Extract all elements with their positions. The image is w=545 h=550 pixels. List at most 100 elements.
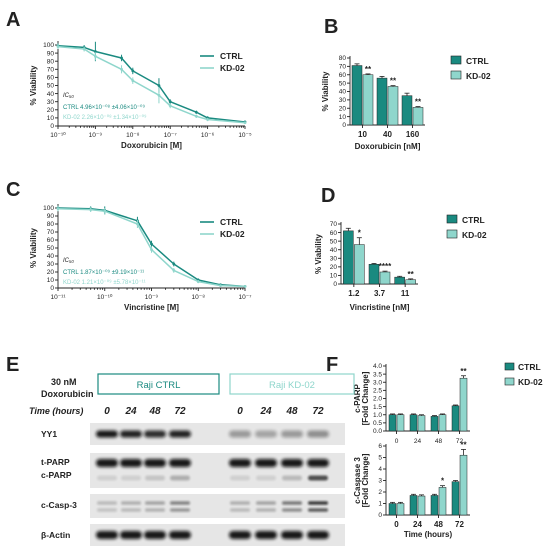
chart-f-bottom-bar-kd-02 — [417, 495, 426, 516]
chart-d-y-axis-label: % Viability — [314, 234, 323, 274]
chart-f-top-x-tick-label: 72 — [456, 438, 464, 445]
band-yy1 — [281, 430, 303, 438]
band-tparp — [307, 459, 329, 467]
band-yy1 — [307, 430, 329, 438]
chart-d-bar-kd-02 — [405, 279, 416, 285]
chart-b-significance: ** — [390, 77, 397, 86]
blot-rows: YY1 t-PARP c-PARP c-Casp-3 β-Actin — [41, 423, 345, 546]
chart-d-y-tick-label: 30 — [330, 255, 338, 262]
band-ccasp3 — [230, 501, 250, 505]
band-cparp — [145, 475, 165, 481]
blot-time-label: Time (hours) — [29, 406, 83, 416]
chart-c-point-kd-02 — [136, 222, 139, 226]
chart-d-significance: * — [358, 229, 362, 238]
chart-f-bottom-x-tick-label: 72 — [455, 520, 464, 529]
chart-f-cparp-bars: 0.00.51.01.52.02.5 3.03.54.0 0 24 48 72 ** c-PA… — [353, 363, 470, 445]
chart-f-top-bar-kd-02 — [396, 414, 405, 432]
chart-c-y-axis-label: % Viability — [29, 228, 38, 268]
chart-a-y-tick-label: 60 — [47, 75, 55, 82]
chart-c-y-tick-label: 10 — [47, 277, 55, 284]
band-yy1 — [255, 430, 277, 438]
blot-time-labels: 0 24 48 72 0 24 48 72 — [104, 406, 324, 417]
chart-d-x-tick-label: 11 — [401, 289, 410, 298]
chart-f-bottom-y-tick-label: 0 — [378, 512, 382, 519]
panel-label-b: B — [324, 16, 338, 38]
band-ccasp3 — [121, 508, 141, 512]
chart-c-y-tick-label: 70 — [47, 229, 55, 236]
chart-c-point-ctrl — [172, 262, 176, 266]
chart-a-y-tick-label: 0 — [50, 123, 54, 130]
chart-c-ic50-kd-02: KD-02 1.21×10⁻⁰⁹ ±5.78×10⁻¹¹ — [63, 279, 146, 286]
chart-a-x-axis-label: Doxorubicin [M] — [121, 141, 182, 150]
chart-b-significance: ** — [365, 65, 372, 74]
blot-strip-0 — [90, 423, 345, 445]
chart-a-x-tick-label: 10⁻⁷ — [164, 132, 178, 139]
chart-f-bottom-y-tick-label: 4 — [378, 466, 382, 473]
chart-b-legend-ctrl-swatch — [450, 55, 462, 65]
band-tparp — [229, 459, 251, 467]
chart-a-y-tick-label: 90 — [47, 50, 55, 57]
chart-d-legend-kd-swatch — [446, 229, 458, 239]
band-tparp — [144, 459, 166, 467]
chart-c-point-kd-02 — [196, 280, 200, 283]
chart-b-significance: ** — [415, 98, 422, 107]
chart-f-bottom-y-tick-label: 6 — [378, 443, 382, 450]
chart-d-significance: ** — [408, 270, 415, 279]
chart-f-top-bar-kd-02 — [417, 415, 426, 432]
band-tparp — [96, 459, 118, 467]
chart-f-top-y-tick-label: 3.5 — [373, 371, 382, 378]
band-cparp — [170, 475, 190, 481]
chart-b-bar-kd-02 — [387, 86, 399, 126]
chart-c-legend-kd-label: KD-02 — [220, 229, 245, 239]
band-tparp — [255, 459, 277, 467]
chart-c-point-kd-02 — [243, 285, 247, 288]
chart-b-x-tick-label: 160 — [406, 130, 420, 139]
chart-f-bottom-x-tick-label: 24 — [413, 520, 422, 529]
chart-a-point-ctrl — [120, 56, 123, 60]
chart-c-y-tick-label: 30 — [47, 261, 55, 268]
chart-d-y-tick-label: 50 — [330, 238, 338, 245]
blot-time-6: 48 — [285, 406, 298, 417]
band-ccasp3 — [282, 508, 302, 512]
chart-f-top-y-tick-label: 3.0 — [373, 379, 382, 386]
blot-time-7: 72 — [312, 406, 324, 417]
chart-b-y-axis-label: % Viability — [321, 71, 330, 111]
chart-f-bottom-bar-kd-02 — [459, 454, 468, 516]
chart-d-legend-ctrl-swatch — [446, 214, 458, 224]
chart-b-y-tick-label: 60 — [339, 72, 347, 79]
blot-group-kd: Raji KD-02 — [269, 380, 315, 391]
panel-label-a: A — [6, 9, 20, 31]
chart-f-top-y-tick-label: 4.0 — [373, 363, 382, 370]
band-yy1 — [169, 430, 191, 438]
blot-time-4: 0 — [237, 406, 243, 417]
blot-time-0: 0 — [104, 406, 110, 417]
band-ccasp3 — [308, 501, 328, 505]
legend-f-ctrl-label: CTRL — [518, 362, 541, 372]
chart-a-y-tick-label: 80 — [47, 58, 55, 65]
chart-d-x-tick-label: 3.7 — [374, 289, 386, 298]
legend-f-kd-label: KD-02 — [518, 377, 543, 387]
chart-f-bottom-y-tick-label: 2 — [378, 489, 382, 496]
panel-label-e: E — [6, 354, 19, 376]
band-actin — [229, 531, 251, 539]
chart-a-legend-kd-label: KD-02 — [220, 63, 245, 73]
chart-d-bar-kd-02 — [379, 271, 391, 285]
band-actin — [169, 531, 191, 539]
band-ccasp3 — [97, 501, 117, 505]
chart-c-y-tick-label: 90 — [47, 213, 55, 220]
chart-a-point-kd-02 — [194, 114, 198, 118]
chart-b-x-tick-label: 10 — [358, 130, 367, 139]
band-actin — [281, 531, 303, 539]
chart-b-bar-kd-02 — [362, 74, 374, 126]
blot-group-ctrl: Raji CTRL — [137, 380, 181, 391]
band-tparp — [281, 459, 303, 467]
chart-a-point-ctrl — [157, 84, 161, 87]
chart-a-y-tick-label: 20 — [47, 107, 55, 114]
band-cparp — [230, 475, 250, 481]
chart-b-bar-ctrl — [401, 95, 413, 126]
chart-f-bottom-x-tick-label: 0 — [394, 520, 399, 529]
chart-f-top-bar-ctrl — [409, 414, 418, 432]
chart-c-y-tick-label: 80 — [47, 221, 55, 228]
